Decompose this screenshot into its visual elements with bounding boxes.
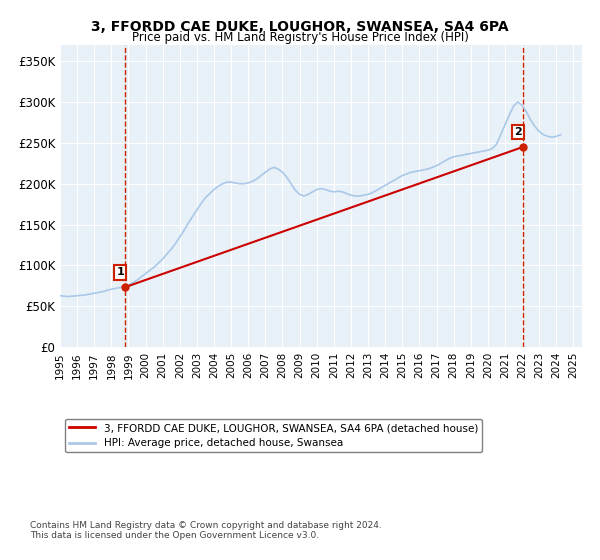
Text: Price paid vs. HM Land Registry's House Price Index (HPI): Price paid vs. HM Land Registry's House …	[131, 31, 469, 44]
Text: 2: 2	[514, 127, 521, 137]
Text: 3, FFORDD CAE DUKE, LOUGHOR, SWANSEA, SA4 6PA: 3, FFORDD CAE DUKE, LOUGHOR, SWANSEA, SA…	[91, 20, 509, 34]
Legend: 3, FFORDD CAE DUKE, LOUGHOR, SWANSEA, SA4 6PA (detached house), HPI: Average pri: 3, FFORDD CAE DUKE, LOUGHOR, SWANSEA, SA…	[65, 419, 482, 452]
Text: 1: 1	[116, 267, 124, 277]
Text: Contains HM Land Registry data © Crown copyright and database right 2024.
This d: Contains HM Land Registry data © Crown c…	[30, 521, 382, 540]
